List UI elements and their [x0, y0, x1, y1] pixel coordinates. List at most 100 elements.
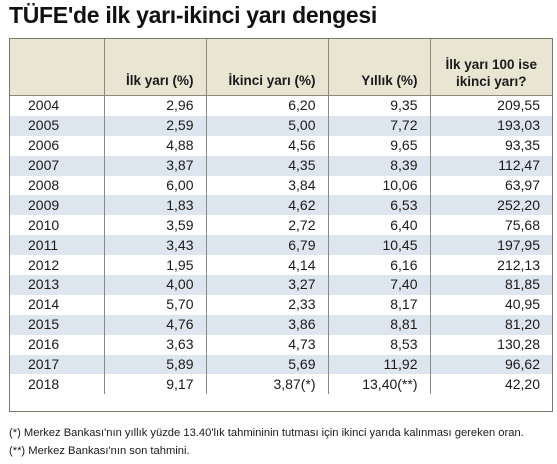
first-half-cell: 3,59 [104, 215, 207, 236]
first-half-cell: 5,70 [104, 294, 207, 315]
second-half-cell: 6,79 [206, 235, 329, 256]
first-half-cell: 2,96 [104, 95, 207, 116]
second-half-cell: 4,56 [206, 135, 329, 156]
column-header-year [10, 39, 105, 96]
year-cell: 2015 [10, 314, 105, 335]
table-row: 2014 5,70 2,33 8,17 40,95 [10, 294, 552, 315]
second-half-cell: 3,86 [206, 314, 329, 335]
table-row: 2013 4,00 3,27 7,40 81,85 [10, 275, 552, 295]
ratio-cell: 112,47 [430, 155, 552, 176]
table-row: 2015 4,76 3,86 8,81 81,20 [10, 314, 552, 335]
first-half-cell: 4,88 [104, 135, 207, 156]
table-row: 2018 9,17 3,87(*) 13,40(**) 42,20 [10, 374, 552, 395]
annual-cell: 6,40 [328, 215, 431, 236]
first-half-cell: 5,89 [104, 354, 207, 375]
year-cell: 2008 [10, 175, 105, 196]
table-row: 2009 1,83 4,62 6,53 252,20 [10, 195, 552, 216]
footnote-2: (**) Merkez Bankası'nın son tahmini. [9, 445, 190, 457]
table-row: 2011 3,43 6,79 10,45 197,95 [10, 235, 552, 256]
second-half-cell: 2,33 [206, 294, 329, 315]
ratio-cell: 193,03 [430, 115, 552, 136]
table-row: 2007 3,87 4,35 8,39 112,47 [10, 155, 552, 176]
year-cell: 2012 [10, 255, 105, 276]
year-cell: 2010 [10, 215, 105, 236]
table-row: 2016 3,63 4,73 8,53 130,28 [10, 334, 552, 355]
table-body: 2004 2,96 6,20 9,35 209,55 2005 2,59 5,00 7,72 19… [10, 95, 552, 395]
footnotes: (*) Merkez Bankası'nın yıllık yüzde 13.4… [9, 424, 524, 460]
year-cell: 2011 [10, 235, 105, 256]
ratio-cell: 81,85 [430, 275, 552, 295]
ratio-cell: 75,68 [504, 216, 540, 233]
first-half-cell: 6,00 [104, 175, 207, 196]
annual-cell: 7,40 [328, 275, 431, 295]
year-cell: 2009 [10, 195, 105, 216]
second-half-cell: 3,87(*) [206, 374, 329, 395]
footnote-1: (*) Merkez Bankası'nın yıllık yüzde 13.4… [9, 427, 524, 439]
annual-cell: 8,39 [328, 155, 431, 176]
column-header-ratio: İlk yarı 100 ise ikinci yarı? [430, 39, 552, 96]
data-table-frame: İlk yarı (%) İkinci yarı (%) Yıllık (%) … [9, 38, 553, 412]
column-header-annual: Yıllık (%) [328, 39, 431, 96]
table-row: 2004 2,96 6,20 9,35 209,55 [10, 95, 552, 116]
annual-cell: 8,81 [328, 314, 431, 335]
first-half-cell: 3,87 [104, 155, 207, 176]
annual-cell: 8,53 [328, 334, 431, 355]
column-header-first-half: İlk yarı (%) [104, 39, 207, 96]
year-cell: 2004 [10, 95, 105, 116]
annual-cell: 11,92 [328, 354, 431, 375]
table-row: 2017 5,89 5,69 11,92 96,62 [10, 354, 552, 375]
ratio-cell: 130,28 [497, 336, 540, 353]
second-half-cell: 4,14 [206, 255, 329, 276]
annual-cell: 9,35 [328, 95, 431, 116]
annual-cell: 10,06 [328, 175, 431, 196]
year-cell: 2006 [10, 135, 105, 156]
second-half-cell: 4,62 [206, 195, 329, 216]
second-half-cell: 3,84 [206, 175, 329, 196]
first-half-cell: 9,17 [104, 374, 207, 395]
table-row: 2006 4,88 4,56 9,65 93,35 [10, 135, 552, 156]
ratio-cell: 252,20 [430, 195, 552, 216]
chart-title: TÜFE'de ilk yarı-ikinci yarı dengesi [9, 2, 377, 28]
ratio-cell: 96,62 [430, 354, 552, 375]
ratio-cell: 93,35 [504, 137, 540, 154]
ratio-cell: 40,95 [504, 296, 540, 313]
first-half-cell: 3,63 [104, 334, 207, 355]
first-half-cell: 4,76 [104, 314, 207, 335]
ratio-cell: 81,20 [430, 314, 552, 335]
annual-cell: 8,17 [328, 294, 431, 315]
annual-cell: 10,45 [328, 235, 431, 256]
annual-cell: 13,40(**) [328, 374, 431, 395]
year-cell: 2005 [10, 115, 105, 136]
first-half-cell: 4,00 [104, 275, 207, 295]
ratio-cell: 197,95 [430, 235, 552, 256]
year-cell: 2014 [10, 294, 105, 315]
ratio-cell: 212,13 [497, 256, 540, 273]
annual-cell: 9,65 [328, 135, 431, 156]
year-cell: 2016 [10, 334, 105, 355]
header-row: İlk yarı (%) İkinci yarı (%) Yıllık (%) … [10, 39, 552, 96]
table-row: 2012 1,95 4,14 6,16 212,13 [10, 255, 552, 276]
ratio-cell: 42,20 [504, 375, 540, 392]
year-cell: 2017 [10, 354, 105, 375]
table-row: 2005 2,59 5,00 7,72 193,03 [10, 115, 552, 136]
second-half-cell: 3,27 [206, 275, 329, 295]
first-half-cell: 2,59 [104, 115, 207, 136]
table-row: 2008 6,00 3,84 10,06 63,97 [10, 175, 552, 196]
second-half-cell: 2,72 [206, 215, 329, 236]
second-half-cell: 5,69 [206, 354, 329, 375]
first-half-cell: 1,95 [104, 255, 207, 276]
second-half-cell: 6,20 [206, 95, 329, 116]
second-half-cell: 4,73 [206, 334, 329, 355]
annual-cell: 7,72 [328, 115, 431, 136]
annual-cell: 6,53 [328, 195, 431, 216]
first-half-cell: 3,43 [104, 235, 207, 256]
ratio-cell: 63,97 [504, 177, 540, 193]
inflation-table: İlk yarı (%) İkinci yarı (%) Yıllık (%) … [10, 39, 552, 395]
year-cell: 2018 [10, 374, 105, 395]
ratio-cell: 209,55 [497, 97, 540, 114]
year-cell: 2013 [10, 275, 105, 295]
table-row: 2010 3,59 2,72 6,40 75,68 [10, 215, 552, 236]
second-half-cell: 5,00 [206, 115, 329, 136]
year-cell: 2007 [10, 155, 105, 176]
column-header-second-half: İkinci yarı (%) [206, 39, 329, 96]
